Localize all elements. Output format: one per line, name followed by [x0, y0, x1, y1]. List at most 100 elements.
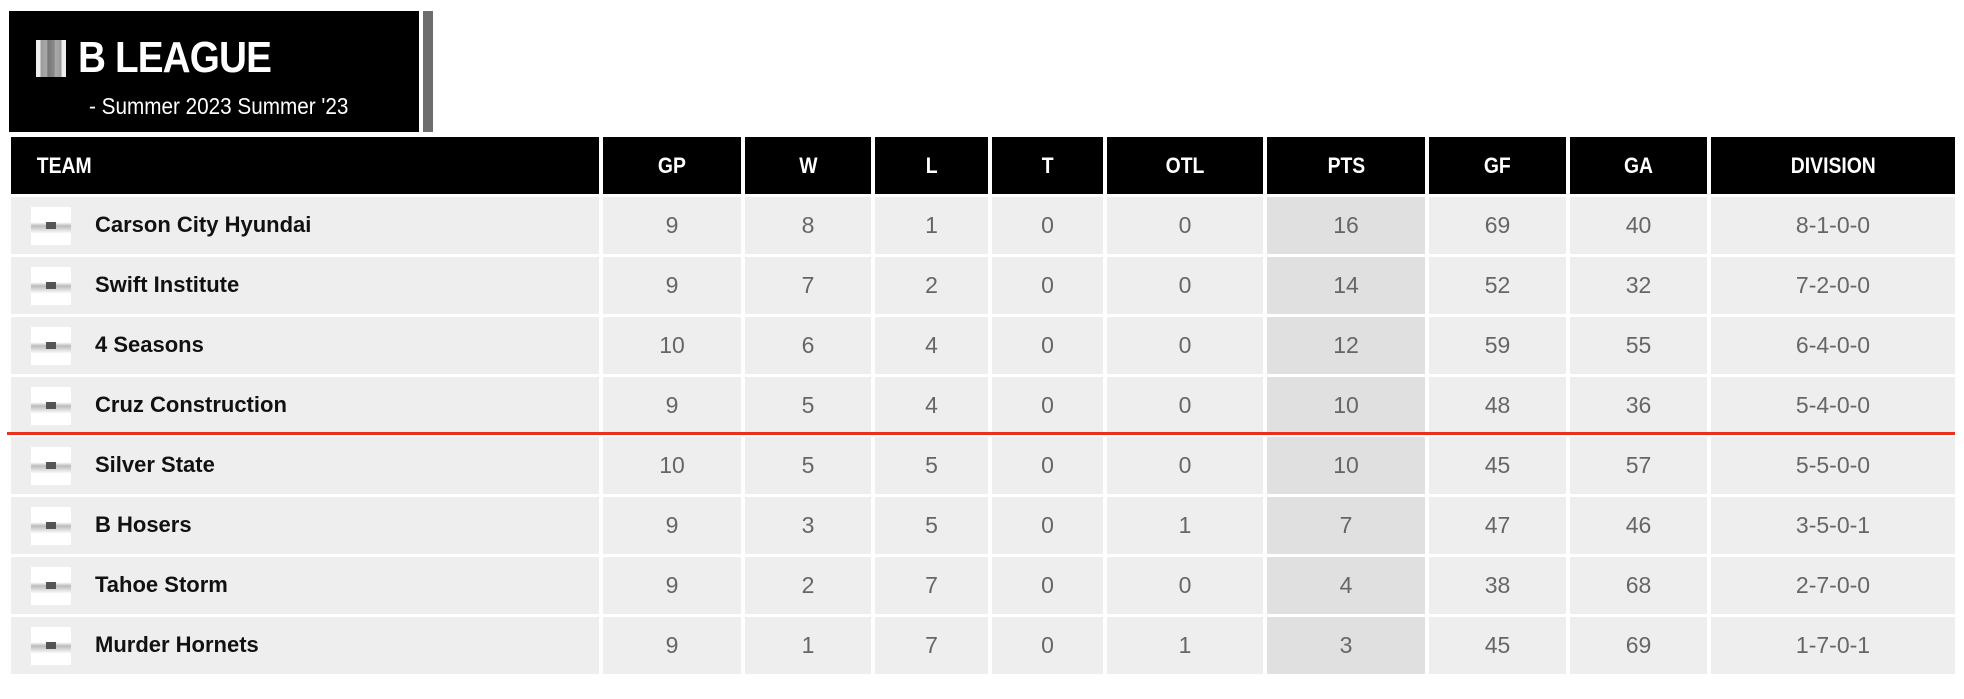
cell-otl: 0 — [1107, 377, 1263, 434]
column-header-pts[interactable]: PTS — [1267, 137, 1425, 194]
team-name-link[interactable]: Silver State — [95, 451, 215, 477]
column-header-division[interactable]: DIVISION — [1711, 137, 1955, 194]
team-cell: Murder Hornets — [11, 617, 599, 674]
cell-gf: 38 — [1429, 557, 1566, 614]
column-header-t[interactable]: T — [992, 137, 1103, 194]
cell-division: 8-1-0-0 — [1711, 197, 1955, 254]
cell-l: 5 — [875, 497, 988, 554]
cell-w: 2 — [745, 557, 871, 614]
cell-gf: 45 — [1429, 617, 1566, 674]
cell-division: 3-5-0-1 — [1711, 497, 1955, 554]
column-header-label: T — [1041, 152, 1054, 178]
team-name-link[interactable]: Tahoe Storm — [95, 571, 228, 597]
column-header-label: TEAM — [36, 152, 92, 178]
cell-gp: 10 — [603, 437, 741, 494]
cell-l: 5 — [875, 437, 988, 494]
cell-ga: 40 — [1570, 197, 1707, 254]
header-accent-bar — [423, 11, 433, 132]
cell-pts: 3 — [1267, 617, 1425, 674]
cell-l: 1 — [875, 197, 988, 254]
column-header-l[interactable]: L — [875, 137, 988, 194]
table-row: Murder Hornets 9 1 7 0 1 3 45 69 1-7-0-1 — [11, 617, 1955, 674]
cell-t: 0 — [992, 617, 1103, 674]
team-flag-icon — [31, 266, 71, 305]
cell-l: 7 — [875, 557, 988, 614]
cell-gf: 47 — [1429, 497, 1566, 554]
team-name-link[interactable]: Cruz Construction — [95, 391, 287, 417]
cell-division: 6-4-0-0 — [1711, 317, 1955, 374]
team-cell: B Hosers — [11, 497, 599, 554]
table-row: B Hosers 9 3 5 0 1 7 47 46 3-5-0-1 — [11, 497, 1955, 554]
column-header-label: PTS — [1327, 152, 1365, 178]
team-flag-icon — [31, 386, 71, 425]
column-header-team[interactable]: TEAM — [11, 137, 599, 194]
cell-division: 5-4-0-0 — [1711, 377, 1955, 434]
playoff-cutoff-line — [7, 432, 1955, 435]
column-header-label: DIVISION — [1790, 152, 1876, 178]
table-row: Swift Institute 9 7 2 0 0 14 52 32 7-2-0-0 — [11, 257, 1955, 314]
cell-t: 0 — [992, 317, 1103, 374]
column-header-ga[interactable]: GA — [1570, 137, 1707, 194]
cell-t: 0 — [992, 197, 1103, 254]
cell-w: 5 — [745, 377, 871, 434]
cell-gp: 9 — [603, 497, 741, 554]
team-flag-icon — [31, 566, 71, 605]
table-row: Carson City Hyundai 9 8 1 0 0 16 69 40 8-1-0-0 — [11, 197, 1955, 254]
cell-t: 0 — [992, 257, 1103, 314]
league-logo-icon — [36, 40, 66, 77]
column-header-label: OTL — [1165, 152, 1205, 178]
cell-gf: 59 — [1429, 317, 1566, 374]
league-header: B LEAGUE - Summer 2023 Summer '23 — [9, 11, 419, 132]
cell-w: 5 — [745, 437, 871, 494]
cell-t: 0 — [992, 437, 1103, 494]
column-header-label: GF — [1484, 152, 1511, 178]
team-name-link[interactable]: 4 Seasons — [95, 331, 204, 357]
column-header-label: GP — [658, 152, 686, 178]
cell-gp: 9 — [603, 377, 741, 434]
column-header-otl[interactable]: OTL — [1107, 137, 1263, 194]
cell-gp: 10 — [603, 317, 741, 374]
cell-gf: 45 — [1429, 437, 1566, 494]
cell-l: 4 — [875, 377, 988, 434]
cell-gp: 9 — [603, 557, 741, 614]
team-cell: Swift Institute — [11, 257, 599, 314]
cell-ga: 55 — [1570, 317, 1707, 374]
team-flag-icon — [31, 626, 71, 665]
team-flag-icon — [31, 206, 71, 245]
cell-ga: 69 — [1570, 617, 1707, 674]
cell-gf: 52 — [1429, 257, 1566, 314]
team-name-link[interactable]: Murder Hornets — [95, 631, 259, 657]
column-header-gp[interactable]: GP — [603, 137, 741, 194]
cell-pts: 16 — [1267, 197, 1425, 254]
team-cell: Carson City Hyundai — [11, 197, 599, 254]
cell-otl: 0 — [1107, 317, 1263, 374]
cell-pts: 4 — [1267, 557, 1425, 614]
cell-w: 1 — [745, 617, 871, 674]
table-row: Silver State 10 5 5 0 0 10 45 57 5-5-0-0 — [11, 437, 1955, 494]
cell-pts: 7 — [1267, 497, 1425, 554]
cell-pts: 10 — [1267, 437, 1425, 494]
cell-ga: 36 — [1570, 377, 1707, 434]
table-row: Tahoe Storm 9 2 7 0 0 4 38 68 2-7-0-0 — [11, 557, 1955, 614]
team-name-link[interactable]: B Hosers — [95, 511, 192, 537]
cell-gf: 48 — [1429, 377, 1566, 434]
cell-ga: 32 — [1570, 257, 1707, 314]
team-name-link[interactable]: Carson City Hyundai — [95, 211, 312, 237]
cell-pts: 12 — [1267, 317, 1425, 374]
cell-l: 7 — [875, 617, 988, 674]
team-name-link[interactable]: Swift Institute — [95, 271, 240, 297]
column-header-w[interactable]: W — [745, 137, 871, 194]
season-subtitle: - Summer 2023 Summer '23 — [89, 93, 349, 119]
team-flag-icon — [31, 326, 71, 365]
cell-otl: 0 — [1107, 437, 1263, 494]
cell-division: 5-5-0-0 — [1711, 437, 1955, 494]
cell-otl: 0 — [1107, 257, 1263, 314]
team-cell: Silver State — [11, 437, 599, 494]
cell-ga: 57 — [1570, 437, 1707, 494]
cell-l: 4 — [875, 317, 988, 374]
cell-t: 0 — [992, 377, 1103, 434]
cell-pts: 14 — [1267, 257, 1425, 314]
column-header-gf[interactable]: GF — [1429, 137, 1566, 194]
cell-division: 7-2-0-0 — [1711, 257, 1955, 314]
cell-gp: 9 — [603, 197, 741, 254]
